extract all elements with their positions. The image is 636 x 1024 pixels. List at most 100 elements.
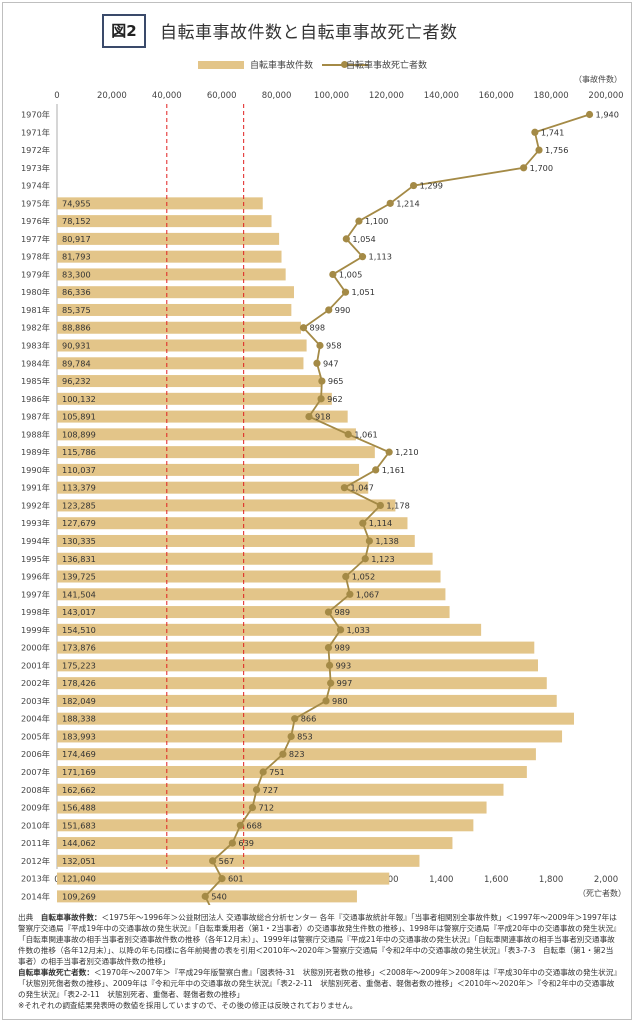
deaths-point: [361, 555, 369, 563]
deaths-value-label: 898: [310, 323, 326, 333]
bar-value-label: 171,169: [62, 767, 96, 777]
deaths-point: [355, 217, 363, 225]
bar-value-label: 144,062: [62, 838, 96, 848]
bar: [57, 730, 563, 743]
category-label: 1982年: [21, 323, 50, 333]
deaths-value-label: 866: [301, 714, 317, 724]
deaths-value-label: 1,052: [352, 572, 375, 582]
top-axis-tick-label: 80,000: [262, 91, 292, 101]
bar-value-label: 154,510: [62, 625, 96, 635]
bar-value-label: 74,955: [62, 198, 91, 208]
bar: [57, 286, 294, 299]
deaths-point: [299, 324, 308, 332]
deaths-point: [325, 306, 333, 314]
legend-bar-swatch: [198, 61, 244, 69]
category-label: 2001年: [21, 660, 50, 670]
bar: [57, 446, 375, 459]
bar-value-label: 139,725: [62, 572, 96, 582]
deaths-point: [248, 803, 257, 812]
deaths-value-label: 540: [211, 891, 227, 901]
category-label: 2009年: [21, 803, 50, 813]
bar-value-label: 85,375: [62, 305, 91, 315]
deaths-value-label: 1,741: [541, 127, 564, 137]
deaths-value-label: 1,940: [596, 110, 619, 120]
deaths-point: [327, 679, 335, 687]
top-axis-tick-label: 160,000: [479, 91, 514, 101]
bar-value-label: 121,040: [62, 874, 96, 884]
category-label: 1980年: [21, 287, 50, 297]
bar: [57, 748, 536, 761]
deaths-value-label: 639: [238, 838, 254, 848]
bar-value-label: 173,876: [62, 643, 96, 653]
category-label: 1984年: [21, 358, 50, 368]
category-label: 1977年: [21, 234, 50, 244]
bar: [57, 534, 415, 547]
top-axis-tick-label: 200,000: [588, 91, 623, 101]
deaths-value-label: 947: [323, 358, 339, 368]
category-label: 2011年: [21, 838, 50, 848]
category-label: 1997年: [21, 589, 50, 599]
bar: [57, 303, 292, 316]
bar: [57, 765, 527, 778]
deaths-value-label: 989: [334, 643, 350, 653]
bar: [57, 854, 420, 867]
bar-value-label: 110,037: [62, 465, 96, 475]
bar: [57, 463, 360, 476]
category-label: 1989年: [21, 447, 50, 457]
category-label: 2006年: [21, 749, 50, 759]
bar: [57, 801, 487, 814]
deaths-value-label: 1,161: [382, 465, 405, 475]
bar-value-label: 127,679: [62, 518, 96, 528]
bottom-axis-tick-label: 1,800: [539, 875, 563, 885]
bar-value-label: 86,336: [62, 287, 91, 297]
bar: [57, 659, 538, 672]
bar: [57, 837, 453, 850]
chart-title: 自転車事故件数と自転車事故死亡者数: [160, 23, 458, 43]
deaths-value-label: 990: [335, 305, 351, 315]
bar: [57, 819, 474, 832]
category-label: 1993年: [21, 518, 50, 528]
category-label: 1995年: [21, 554, 50, 564]
bar-value-label: 178,426: [62, 678, 96, 688]
deaths-value-label: 1,138: [375, 536, 398, 546]
deaths-point: [209, 857, 217, 865]
deaths-point: [279, 750, 287, 758]
bar-value-label: 100,132: [62, 394, 96, 404]
deaths-value-label: 1,210: [395, 447, 418, 457]
bar-value-label: 78,152: [62, 216, 91, 226]
bar-value-label: 80,917: [62, 234, 91, 244]
deaths-value-label: 1,067: [356, 589, 379, 599]
bar-value-label: 115,786: [62, 447, 96, 457]
bar: [57, 392, 332, 405]
category-label: 1992年: [21, 500, 50, 510]
deaths-point: [318, 377, 326, 385]
category-label: 2003年: [21, 696, 50, 706]
deaths-value-label: 1,033: [347, 625, 370, 635]
deaths-point: [346, 590, 354, 598]
bar-value-label: 109,269: [62, 891, 96, 901]
bar: [57, 268, 286, 281]
category-label: 1994年: [21, 536, 50, 546]
deaths-value-label: 1,123: [371, 554, 394, 564]
bottom-axis-tick-label: 1,400: [429, 875, 453, 885]
category-label: 2005年: [21, 731, 50, 741]
bar: [57, 712, 574, 725]
bar: [57, 552, 433, 565]
deaths-value-label: 1,756: [545, 145, 568, 155]
deaths-value-label: 1,113: [369, 252, 392, 262]
deaths-point: [336, 626, 345, 634]
category-label: 2010年: [21, 820, 50, 830]
bar-value-label: 162,662: [62, 785, 96, 795]
category-label: 1979年: [21, 269, 50, 279]
category-label: 1975年: [21, 198, 50, 208]
category-label: 1981年: [21, 305, 50, 315]
deaths-value-label: 853: [297, 731, 313, 741]
source-notes: 出典 自転車事故件数：＜1975年～1996年＞公益財団法人 交通事故総合分析セ…: [18, 912, 620, 1011]
deaths-point: [236, 821, 244, 829]
category-label: 1983年: [21, 341, 50, 351]
deaths-value-label: 980: [332, 696, 348, 706]
top-axis-tick-label: 0: [54, 91, 59, 101]
bar-value-label: 141,504: [62, 589, 96, 599]
category-label: 2012年: [21, 856, 50, 866]
top-axis-tick-label: 20,000: [97, 91, 127, 101]
